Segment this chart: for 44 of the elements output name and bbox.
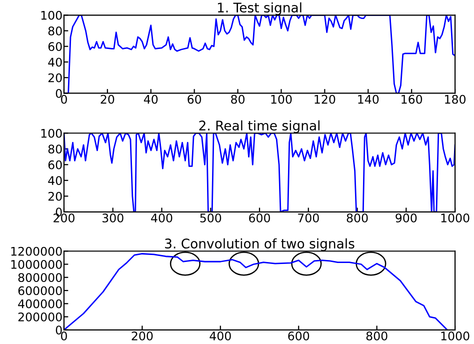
y-tick-label: 600000 [18, 286, 62, 296]
y-tick-label: 1200000 [11, 246, 62, 256]
x-tick-label: 600 [249, 214, 270, 222]
x-tick-label: 400 [210, 331, 231, 340]
x-tick-label: 20 [100, 94, 114, 104]
x-tick-label: 60 [188, 94, 202, 104]
y-tick-label: 60 [48, 160, 62, 170]
x-tick-label: 400 [151, 214, 172, 222]
x-tick-label: 180 [445, 94, 466, 104]
y-tick-label: 40 [48, 176, 62, 186]
x-tick-label: 1000 [441, 331, 470, 340]
x-tick-label: 800 [346, 214, 368, 222]
x-tick-label: 800 [366, 331, 388, 340]
y-tick-label: 40 [48, 58, 62, 67]
y-tick-label: 80 [48, 26, 62, 36]
chart-title: 2. Real time signal [199, 120, 320, 134]
x-tick-label: 160 [402, 94, 422, 104]
x-tick-label: 700 [298, 214, 319, 222]
x-tick-label: 80 [231, 94, 245, 104]
x-tick-label: 140 [358, 94, 379, 104]
x-tick-label: 40 [144, 94, 158, 104]
y-tick-label: 80 [48, 144, 62, 154]
x-tick-label: 300 [102, 214, 124, 222]
line-series [64, 253, 448, 330]
x-tick-label: 100 [271, 94, 292, 104]
y-tick-label: 1000000 [11, 260, 62, 269]
x-tick-label: 120 [314, 94, 336, 104]
y-tick-label: 400000 [18, 299, 62, 308]
y-tick-label: 100 [41, 128, 62, 138]
x-tick-label: 200 [132, 331, 153, 340]
y-tick-label: 800000 [18, 273, 62, 282]
x-tick-label: 1000 [441, 214, 470, 222]
x-tick-label: 600 [288, 331, 310, 340]
y-tick-label: 0 [56, 88, 62, 98]
y-tick-label: 200000 [18, 312, 62, 322]
y-tick-label: 20 [48, 192, 62, 201]
y-tick-label: 20 [48, 73, 62, 82]
x-tick-label: 900 [396, 214, 417, 222]
chart-title: 3. Convolution of two signals [165, 238, 354, 252]
y-tick-label: 100 [41, 10, 62, 20]
x-tick-label: 500 [200, 214, 222, 222]
y-tick-label: 60 [48, 42, 62, 52]
line-series [64, 133, 456, 212]
chart-title: 1. Test signal [218, 2, 302, 16]
